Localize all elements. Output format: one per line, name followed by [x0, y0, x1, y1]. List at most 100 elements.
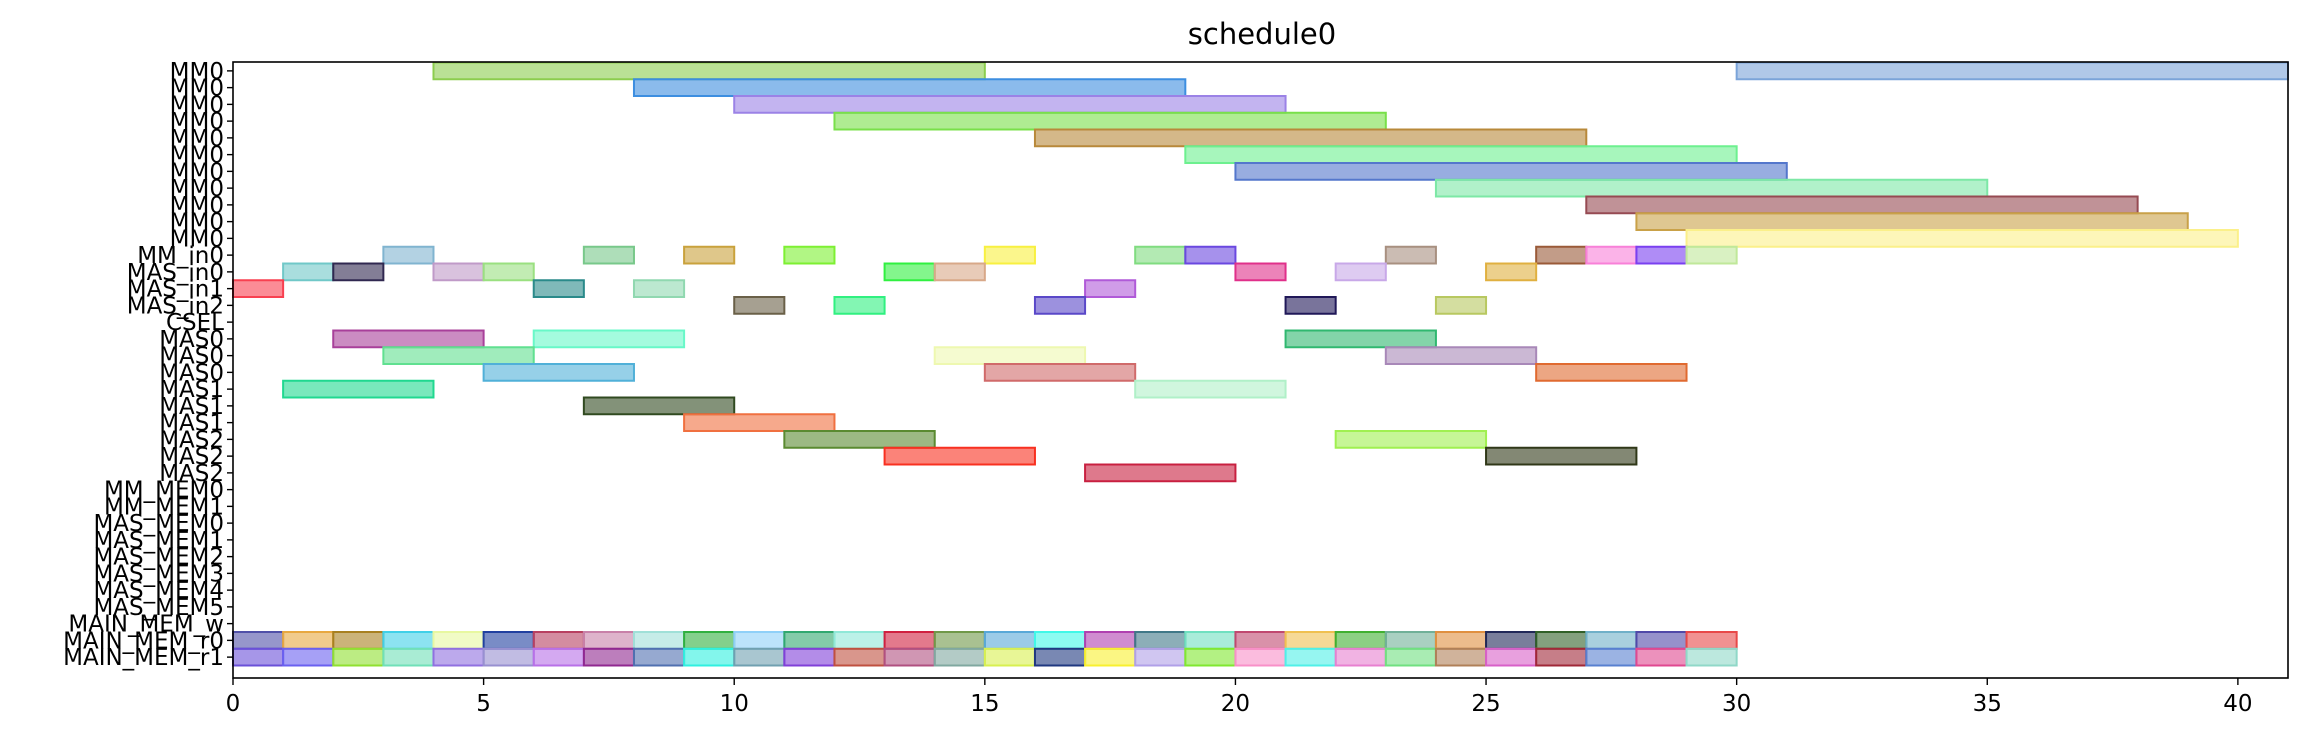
gantt-bar: [733, 631, 786, 650]
y-tick-label: MAIN_MEM_r0: [63, 628, 224, 654]
gantt-bar: [282, 379, 435, 399]
gantt-bar: [432, 61, 986, 81]
y-tick-label: MAS1: [159, 377, 224, 403]
gantt-bar: [1184, 631, 1237, 650]
gantt-bar: [482, 631, 535, 650]
y-tick-label: MAS2: [159, 444, 224, 470]
x-tick-label: 30: [1722, 691, 1751, 717]
y-tick-label: MAS2: [159, 461, 224, 487]
gantt-bar: [1134, 379, 1287, 399]
gantt-bar: [1284, 647, 1337, 667]
gantt-bar: [683, 631, 736, 650]
y-tick-label: MAIN_MEM_r1: [63, 645, 224, 671]
gantt-bar: [1485, 262, 1538, 282]
y-tick-label: MAS_MEM4: [93, 578, 224, 604]
gantt-bar: [632, 78, 1187, 97]
gantt-bar: [1585, 245, 1638, 265]
gantt-bar: [983, 647, 1036, 667]
y-tick-label: MM0: [170, 76, 224, 102]
gantt-bar: [783, 647, 836, 667]
gantt-bar: [683, 647, 736, 667]
gantt-bar: [1685, 631, 1738, 650]
gantt-bar: [382, 631, 435, 650]
gantt-bar: [432, 262, 485, 282]
gantt-bar: [1485, 647, 1538, 667]
gantt-bar: [282, 631, 335, 650]
gantt-bar: [1284, 631, 1337, 650]
y-tick-label: MM_in0: [137, 243, 224, 269]
gantt-bar: [1084, 631, 1137, 650]
gantt-bar: [332, 631, 385, 650]
y-tick-label: MAS0: [159, 344, 224, 370]
y-tick-label: MAS_MEM1: [93, 528, 224, 554]
gantt-bar: [1535, 363, 1688, 382]
gantt-bar: [1485, 631, 1538, 650]
gantt-bar: [1134, 647, 1187, 667]
y-tick-label: MM0: [170, 176, 224, 202]
gantt-bar: [883, 446, 1036, 466]
gantt-bar: [382, 346, 535, 365]
y-tick-label: MM_MEM0: [104, 478, 224, 504]
gantt-bar: [1184, 647, 1237, 667]
gantt-bar: [1384, 245, 1437, 265]
gantt-bar: [733, 296, 786, 315]
gantt-bar: [1033, 128, 1588, 148]
gantt-bar: [1635, 647, 1688, 667]
y-tick-label: MAS_MEM5: [93, 595, 224, 621]
gantt-bar: [432, 647, 485, 667]
gantt-bar: [933, 647, 986, 667]
y-tick-label: MM0: [170, 210, 224, 236]
gantt-bar: [1635, 631, 1688, 650]
gantt-bar: [933, 631, 986, 650]
gantt-bar: [1084, 647, 1137, 667]
gantt-bar: [1134, 631, 1187, 650]
gantt-bar: [983, 363, 1137, 382]
y-tick-label: MAS1: [159, 394, 224, 420]
gantt-bar: [232, 279, 285, 298]
gantt-bar: [833, 111, 1387, 131]
gantt-bar: [1184, 145, 1738, 164]
gantt-bar: [1084, 279, 1137, 298]
y-tick-label: MM0: [170, 143, 224, 169]
gantt-bar: [1234, 631, 1287, 650]
gantt-bar: [783, 245, 836, 265]
gantt-bar: [1485, 446, 1638, 466]
gantt-bar: [1535, 647, 1588, 667]
y-tick-label: MM_MEM1: [104, 494, 224, 520]
gantt-bar: [1434, 647, 1488, 667]
gantt-bar: [1535, 245, 1588, 265]
gantt-bar: [1334, 430, 1488, 449]
gantt-bar: [1685, 245, 1738, 265]
y-tick-label: MM0: [170, 193, 224, 219]
gantt-bar: [1234, 262, 1287, 282]
gantt-bar: [1685, 229, 2239, 248]
gantt-bar: [532, 631, 585, 650]
bars-layer: [232, 61, 2290, 667]
gantt-bar: [683, 245, 736, 265]
y-tick-label: MAS2: [159, 427, 224, 453]
gantt-bar: [1033, 647, 1087, 667]
gantt-bar: [532, 279, 585, 298]
y-tick-label: MAS_in0: [127, 260, 224, 286]
gantt-bar: [332, 329, 485, 349]
gantt-bar: [1033, 631, 1087, 650]
gantt-bar: [482, 262, 535, 282]
gantt-bar: [883, 631, 936, 650]
gantt-bar: [332, 262, 385, 282]
gantt-bar: [582, 245, 635, 265]
gantt-bar: [232, 631, 285, 650]
gantt-bar: [1635, 245, 1688, 265]
gantt-bar: [933, 346, 1087, 365]
gantt-bar: [733, 95, 1287, 114]
gantt-bar: [1434, 631, 1488, 650]
gantt-bar: [1033, 296, 1087, 315]
y-tick-label: CSEL: [166, 310, 224, 336]
gantt-bar: [1635, 212, 2189, 231]
y-tick-label: MM0: [170, 109, 224, 135]
y-tick-label: MAS_in2: [127, 293, 224, 319]
x-tick-label: 15: [970, 691, 999, 717]
gantt-bar: [632, 647, 686, 667]
x-tick-label: 20: [1221, 691, 1250, 717]
y-tick-label: MAIN_MEM_w: [68, 612, 224, 638]
